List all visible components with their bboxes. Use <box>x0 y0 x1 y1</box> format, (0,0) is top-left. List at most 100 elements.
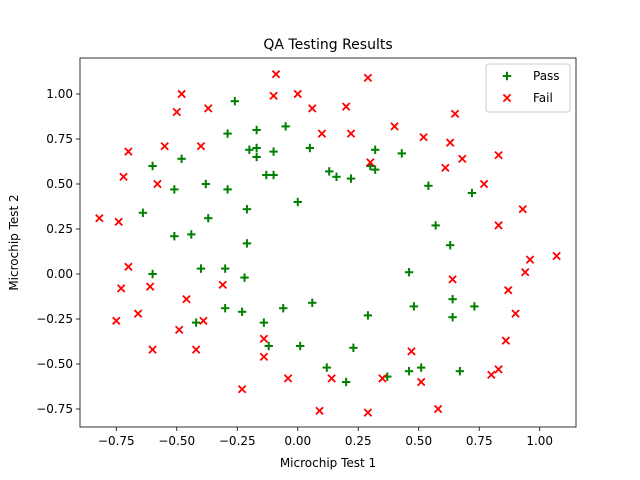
data-point-fail <box>378 374 387 383</box>
y-tick-label: 0.75 <box>46 132 73 146</box>
data-point-pass <box>455 367 465 376</box>
data-point-pass <box>223 185 232 194</box>
data-point-fail <box>407 347 416 356</box>
x-tick-label: 0.75 <box>466 434 493 448</box>
data-point-fail <box>237 384 247 394</box>
data-point-fail <box>317 129 327 138</box>
data-point-fail <box>271 69 281 79</box>
data-point-fail <box>119 172 128 182</box>
data-point-pass <box>262 170 271 180</box>
data-point-fail <box>346 129 356 138</box>
data-point-pass <box>332 172 341 181</box>
data-point-pass <box>416 363 426 372</box>
data-point-fail <box>259 334 269 344</box>
data-point-pass <box>252 125 261 135</box>
data-point-pass <box>242 239 252 248</box>
data-point-fail <box>112 316 121 326</box>
data-point-pass <box>431 221 440 230</box>
data-point-pass <box>240 273 249 282</box>
data-point-fail <box>341 102 351 111</box>
data-point-fail <box>433 404 443 414</box>
data-point-fail <box>416 377 426 387</box>
data-point-pass <box>237 307 247 316</box>
data-point-fail <box>504 285 513 295</box>
y-tick-label: 0.00 <box>46 267 73 281</box>
data-point-pass <box>220 264 230 273</box>
data-point-pass <box>245 145 254 154</box>
data-point-pass <box>269 170 278 180</box>
y-axis: −0.75 −0.50 −0.25 0.00 0.25 0.50 0.75 1.00 <box>36 87 80 416</box>
data-point-pass <box>370 145 380 154</box>
data-point-fail <box>177 89 186 99</box>
data-point-pass <box>448 295 457 304</box>
data-point-fail <box>390 122 399 131</box>
data-point-pass <box>191 318 201 327</box>
x-tick-label: 0.00 <box>284 434 311 448</box>
data-point-fail <box>182 294 191 304</box>
data-point-fail <box>160 141 169 151</box>
data-point-fail <box>218 280 227 290</box>
data-point-fail <box>172 107 182 117</box>
x-tick-label: 1.00 <box>526 434 553 448</box>
data-point-fail <box>419 132 428 142</box>
data-point-pass <box>196 264 206 273</box>
data-point-fail <box>95 213 104 223</box>
x-axis: −0.75 −0.50 −0.25 0.00 0.25 0.50 0.75 1.00 <box>98 427 553 448</box>
data-point-pass <box>177 154 186 163</box>
data-point-pass <box>404 367 414 376</box>
data-point-pass <box>341 377 351 387</box>
data-point-pass <box>293 197 302 207</box>
data-point-fail <box>191 345 201 354</box>
data-point-fail <box>199 316 208 326</box>
y-tick-label: −0.25 <box>36 312 73 326</box>
data-point-fail <box>174 325 184 335</box>
data-point-pass <box>148 269 157 279</box>
data-point-pass <box>170 185 179 194</box>
data-point-fail <box>494 365 503 374</box>
data-point-pass <box>279 304 288 313</box>
data-point-fail <box>525 255 535 264</box>
data-point-pass <box>295 341 305 351</box>
legend-marker-fail <box>502 93 512 103</box>
data-point-fail <box>153 179 162 189</box>
x-axis-label: Microchip Test 1 <box>280 456 376 470</box>
y-tick-label: −0.75 <box>36 402 73 416</box>
x-tick-label: 0.50 <box>405 434 432 448</box>
points-layer <box>95 69 561 417</box>
data-point-pass <box>470 302 479 311</box>
legend-pass-marker <box>502 71 512 81</box>
x-tick-label: −0.25 <box>219 434 256 448</box>
data-point-pass <box>201 179 211 189</box>
data-point-pass <box>264 341 273 351</box>
data-point-pass <box>445 241 455 250</box>
data-point-pass <box>404 268 414 277</box>
y-tick-label: 1.00 <box>46 87 73 101</box>
data-point-pass <box>349 343 358 352</box>
data-point-fail <box>552 251 561 261</box>
data-point-fail <box>308 104 317 113</box>
data-point-pass <box>230 97 240 106</box>
data-point-pass <box>370 165 380 174</box>
data-point-pass <box>252 143 261 153</box>
y-tick-label: 0.50 <box>46 177 73 191</box>
data-point-fail <box>501 336 511 345</box>
data-point-pass <box>448 313 457 322</box>
data-point-fail <box>494 150 503 160</box>
data-point-pass <box>148 161 157 171</box>
data-point-pass <box>467 188 477 198</box>
data-point-fail <box>450 109 460 119</box>
data-point-fail <box>520 267 530 277</box>
chart-title: QA Testing Results <box>263 37 392 53</box>
y-tick-label: −0.50 <box>36 357 73 371</box>
data-point-fail <box>293 89 302 99</box>
data-point-pass <box>252 152 261 162</box>
y-axis-label: Microchip Test 2 <box>7 194 21 290</box>
data-point-fail <box>283 374 293 383</box>
legend-marker-pass <box>502 71 512 81</box>
data-point-pass <box>346 174 356 183</box>
data-point-pass <box>187 230 196 239</box>
data-point-pass <box>322 363 331 372</box>
data-point-fail <box>511 309 520 318</box>
x-tick-label: −0.50 <box>158 434 195 448</box>
data-point-pass <box>259 318 269 327</box>
